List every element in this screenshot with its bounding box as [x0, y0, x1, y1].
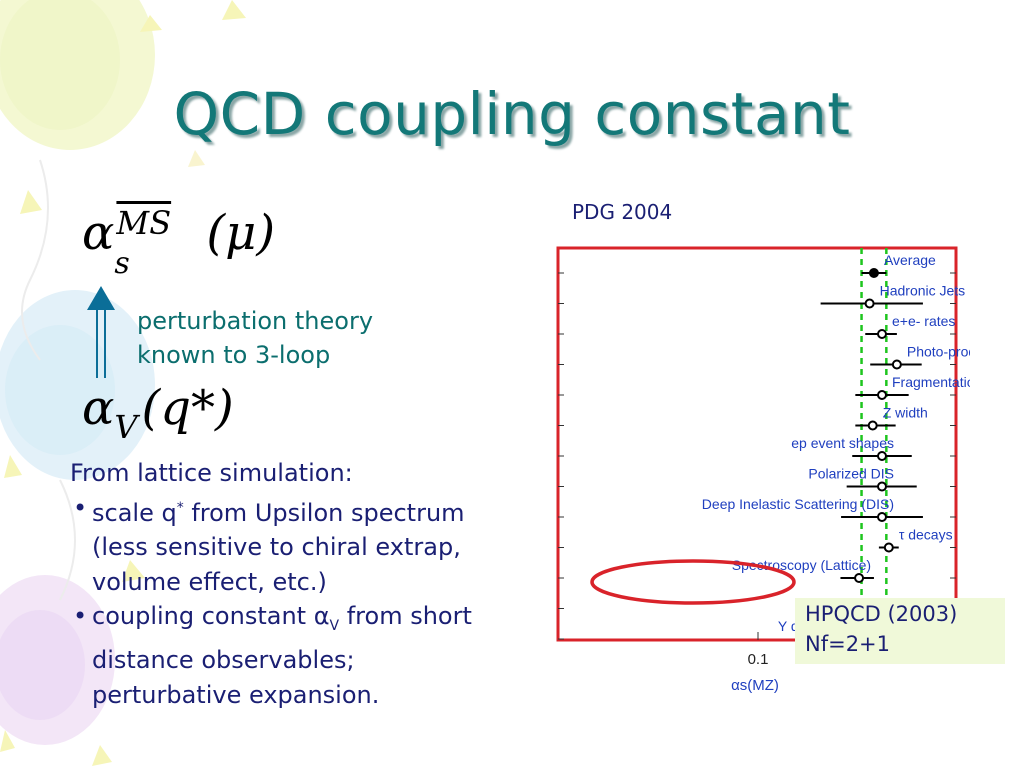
hpqcd-note: HPQCD (2003) Nf=2+1 [795, 598, 1005, 664]
data-point [864, 298, 875, 309]
lattice-intro: From lattice simulation: [70, 459, 353, 487]
hpqcd-line2: Nf=2+1 [805, 632, 891, 656]
point-label: Polarized DIS [808, 466, 894, 482]
point-label: Average [884, 252, 936, 268]
point-label: τ decays [899, 527, 953, 543]
data-point [891, 359, 902, 370]
data-point [868, 268, 879, 278]
bullet-coupling: coupling constant αV from short distance… [70, 599, 510, 712]
double-up-arrow-icon [87, 286, 115, 378]
point-label: Photo-production [907, 344, 970, 360]
data-point [877, 481, 887, 492]
lattice-notes: From lattice simulation: scale q* from U… [70, 456, 510, 712]
perturbation-note: perturbation theory known to 3-loop [137, 304, 373, 372]
alpha-ms-formula: α s MS (μ) [82, 204, 276, 281]
data-point [854, 573, 865, 583]
balloon-decoration [0, 0, 246, 766]
data-point [877, 390, 887, 400]
data-point [883, 542, 894, 553]
point-label: Z width [883, 405, 928, 421]
alpha-v-formula: αV(q*) [82, 380, 234, 446]
data-point [877, 451, 887, 461]
x-axis-label: αs(MZ) [731, 677, 779, 694]
point-label: e+e- rates [892, 313, 955, 329]
x-tick-label: 0.1 [748, 651, 769, 668]
point-label: Hadronic Jets [880, 283, 966, 299]
pdg-label: PDG 2004 [572, 200, 673, 224]
hpqcd-line1: HPQCD (2003) [805, 602, 958, 626]
data-point [867, 420, 878, 431]
chart-frame [556, 246, 958, 642]
point-label: Deep Inelastic Scattering (DIS) [702, 496, 894, 512]
data-point [877, 329, 887, 339]
slide-title: QCD coupling constant [173, 80, 851, 148]
point-label: Fragmentation [892, 374, 970, 390]
perturbation-note-line2: known to 3-loop [137, 341, 331, 369]
data-point [877, 512, 887, 522]
perturbation-note-line1: perturbation theory [137, 307, 374, 335]
bullet-scale: scale q* from Upsilon spectrum (less sen… [70, 491, 510, 600]
point-label: ep event shapes [791, 435, 894, 451]
lattice-bullet-list: scale q* from Upsilon spectrum (less sen… [70, 491, 510, 713]
lattice-highlight-ellipse [590, 559, 796, 605]
